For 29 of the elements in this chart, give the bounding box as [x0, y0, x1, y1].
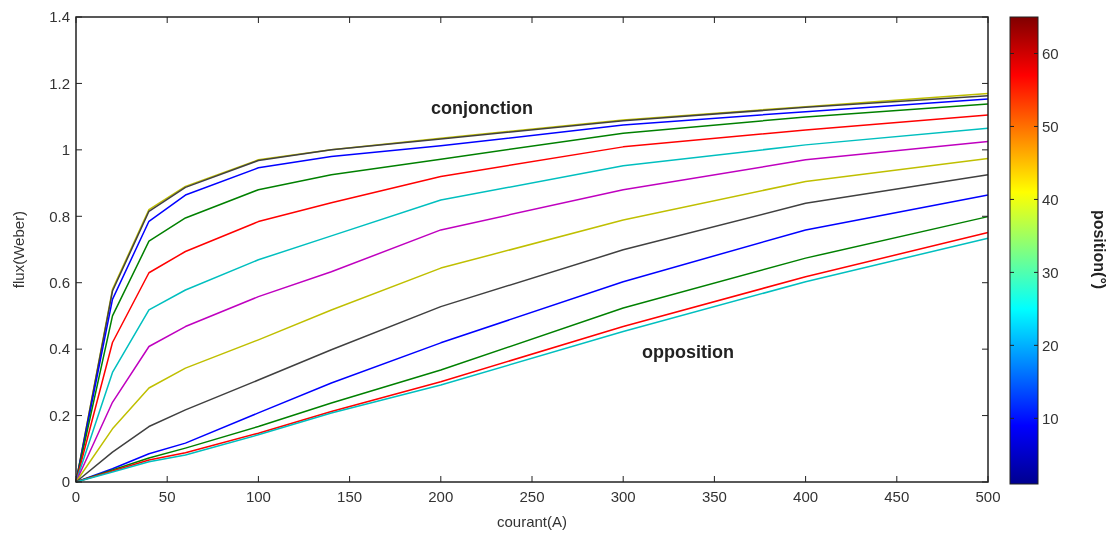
color-bar-label: 40	[1042, 190, 1059, 208]
color-bar-label: 10	[1042, 409, 1059, 427]
x-tick-label: 400	[793, 488, 819, 505]
x-axis-title: courant(A)	[496, 513, 568, 530]
y-tick-label: 1	[61, 141, 70, 159]
x-tick-label: 150	[337, 488, 363, 505]
y-tick-label: 0	[61, 473, 70, 491]
color-bar-label: 30	[1042, 263, 1059, 281]
y-tick-label: 0.6	[49, 273, 70, 291]
x-tick-label: 300	[610, 488, 636, 505]
y-tick-label: 0.4	[49, 340, 70, 358]
y-tick-label: 0.8	[49, 207, 70, 225]
y-axis-title: flux(Weber)	[10, 210, 27, 289]
x-tick-label: 100	[245, 488, 271, 505]
color-bar-title: position(°)	[1091, 209, 1108, 290]
x-tick-label: 350	[701, 488, 727, 505]
y-tick-label: 1.2	[49, 74, 70, 92]
color-bar-label: 50	[1042, 117, 1059, 135]
y-tick-label: 0.2	[49, 406, 70, 424]
x-tick-label: 500	[975, 488, 1001, 505]
x-tick-label: 250	[519, 488, 545, 505]
color-bar-label: 20	[1042, 336, 1059, 354]
x-tick-label: 450	[884, 488, 910, 505]
x-tick-label: 200	[428, 488, 454, 505]
annotation: conjonction	[431, 98, 533, 118]
y-tick-label: 1.4	[49, 8, 70, 26]
x-tick-label: 50	[158, 488, 176, 505]
annotation: opposition	[642, 342, 734, 362]
color-bar-label: 60	[1042, 44, 1059, 62]
